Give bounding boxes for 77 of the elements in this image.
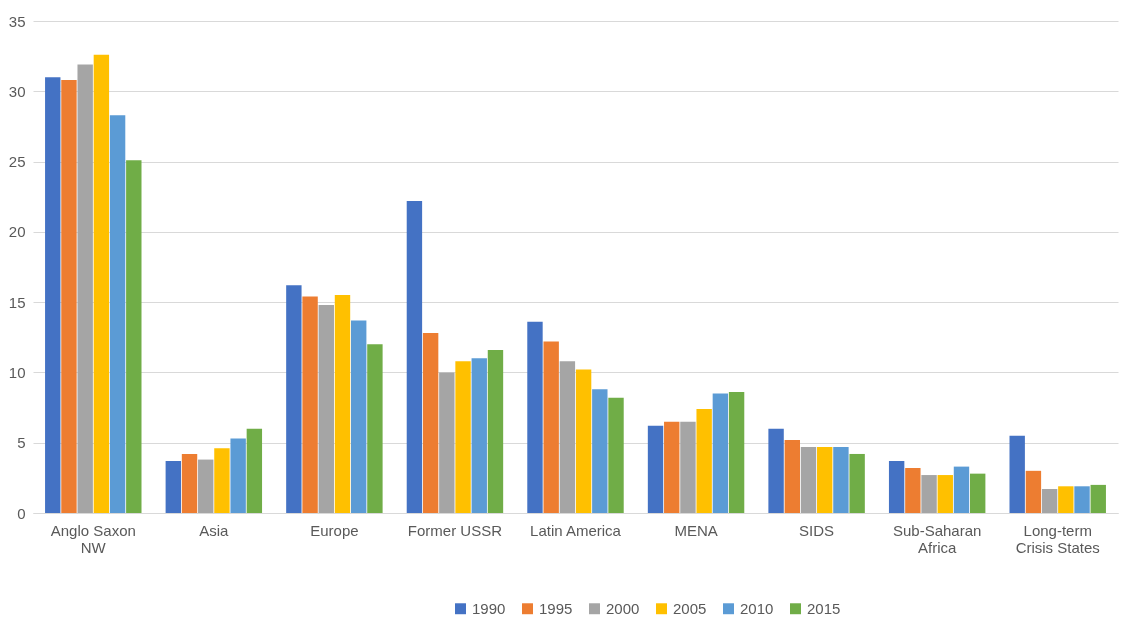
y-tick-label: 20 bbox=[8, 223, 26, 241]
bar bbox=[575, 369, 592, 513]
bar bbox=[286, 285, 302, 513]
bar bbox=[527, 321, 543, 513]
bar bbox=[198, 459, 214, 513]
bar bbox=[696, 408, 712, 513]
bar bbox=[784, 439, 800, 513]
bar bbox=[680, 421, 696, 513]
bar bbox=[230, 438, 246, 513]
y-tick-label: 5 bbox=[17, 434, 26, 452]
legend-label: 2015 bbox=[807, 599, 841, 617]
bar bbox=[888, 460, 905, 513]
x-tick-label: Long-term Crisis States bbox=[1015, 521, 1100, 556]
bar bbox=[334, 295, 351, 513]
bar bbox=[109, 115, 126, 513]
bar bbox=[455, 361, 471, 513]
bar bbox=[800, 446, 817, 513]
bar bbox=[487, 349, 504, 513]
bar bbox=[165, 460, 182, 513]
y-tick-label: 35 bbox=[8, 12, 26, 30]
bar bbox=[728, 392, 745, 513]
bar bbox=[559, 361, 576, 513]
bar bbox=[543, 341, 559, 513]
x-tick-label: SIDS bbox=[799, 521, 835, 539]
x-tick-label: Europe bbox=[310, 521, 359, 539]
bar bbox=[664, 421, 680, 513]
y-tick-label: 0 bbox=[17, 504, 26, 522]
bar bbox=[351, 320, 367, 513]
bar bbox=[1074, 486, 1090, 513]
y-tick-label: 30 bbox=[8, 82, 26, 100]
bar bbox=[817, 446, 833, 513]
y-tick-label: 25 bbox=[8, 153, 26, 171]
bar bbox=[1009, 435, 1025, 513]
bar bbox=[367, 344, 383, 513]
legend-label: 1990 bbox=[472, 599, 506, 617]
bar bbox=[471, 358, 487, 513]
bar bbox=[214, 448, 230, 513]
bar bbox=[406, 200, 423, 513]
bar bbox=[1090, 484, 1106, 513]
x-tick-label: Former USSR bbox=[407, 521, 503, 539]
y-tick-label: 15 bbox=[8, 293, 26, 311]
bar bbox=[439, 372, 455, 513]
y-tick-label: 10 bbox=[8, 363, 26, 381]
bar bbox=[905, 468, 921, 513]
bar bbox=[969, 473, 986, 513]
bar bbox=[1058, 486, 1074, 513]
bar bbox=[45, 77, 61, 513]
x-tick-label: MENA bbox=[674, 521, 718, 539]
legend-label: 1995 bbox=[539, 599, 573, 617]
bar bbox=[712, 393, 729, 513]
bar bbox=[592, 389, 608, 513]
bar bbox=[937, 475, 953, 513]
bar bbox=[953, 466, 970, 513]
bar bbox=[1041, 489, 1058, 513]
x-tick-label: Anglo Saxon NW bbox=[50, 521, 136, 556]
bar bbox=[833, 446, 849, 513]
legend-label: 2005 bbox=[673, 599, 707, 617]
bar bbox=[93, 54, 110, 513]
bar bbox=[768, 428, 784, 513]
bar bbox=[126, 160, 142, 513]
legend-label: 2010 bbox=[740, 599, 774, 617]
bar bbox=[608, 397, 624, 513]
bar bbox=[61, 80, 77, 513]
x-tick-label: Sub-Saharan Africa bbox=[892, 521, 982, 556]
x-tick-label: Latin America bbox=[530, 521, 622, 539]
x-tick-label: Asia bbox=[199, 521, 230, 539]
bar bbox=[1025, 470, 1042, 513]
bar bbox=[647, 425, 664, 513]
legend-label: 2000 bbox=[606, 599, 640, 617]
bar bbox=[302, 296, 318, 513]
bar bbox=[849, 453, 865, 513]
bar bbox=[181, 453, 198, 513]
bar bbox=[422, 333, 439, 513]
bar bbox=[921, 475, 937, 513]
bar bbox=[77, 64, 93, 513]
bar bbox=[246, 428, 263, 513]
bar bbox=[318, 304, 334, 513]
